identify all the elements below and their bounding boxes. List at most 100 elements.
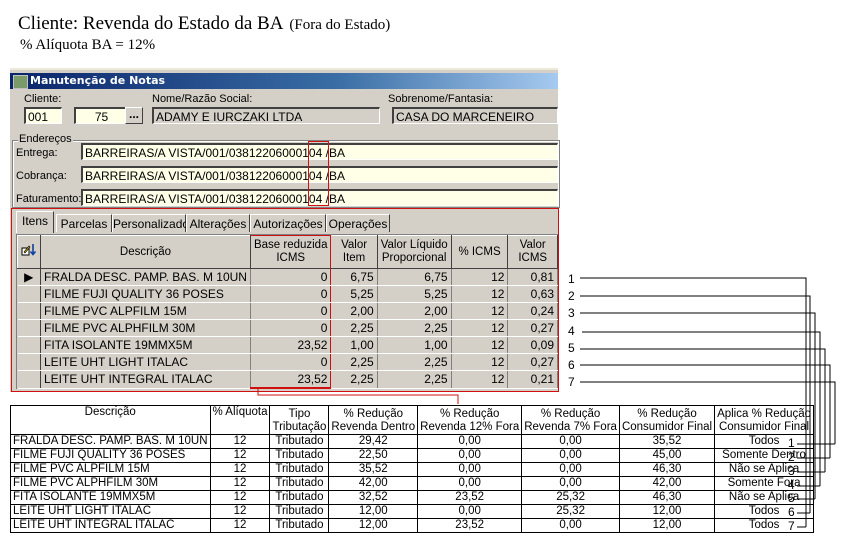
cell-liquido[interactable]: 2,25 (377, 370, 452, 389)
cell-base[interactable]: 0 (249, 285, 332, 303)
cell-vicms[interactable]: 0,09 (507, 336, 558, 354)
cliente-lookup-button[interactable]: ... (125, 107, 143, 124)
lower-row: LEITE UHT INTEGRAL ITALAC 12 Tributado 12,0… (10, 518, 815, 533)
cell-valor[interactable]: 5,25 (330, 285, 378, 303)
grid-row-number: 4 (568, 324, 575, 338)
cell-valor[interactable]: 6,75 (330, 268, 378, 286)
tab-strip: Itens Parcelas Personalizado Alterações … (16, 211, 556, 234)
cell-picms[interactable]: 12 (451, 302, 509, 320)
col-percent-icms[interactable]: % ICMS (450, 235, 509, 269)
tab-operacoes[interactable]: Operações (326, 214, 390, 232)
cell-liquido[interactable]: 2,25 (377, 319, 452, 337)
cobranca-label: Cobrança: (16, 170, 67, 182)
cell-picms[interactable]: 12 (451, 353, 509, 371)
cell-valor[interactable]: 2,25 (330, 353, 378, 371)
cell-liquido[interactable]: 5,25 (377, 285, 452, 303)
cell-vicms[interactable]: 0,24 (507, 302, 558, 320)
enderecos-group (12, 140, 560, 208)
grid-row-number: 1 (568, 272, 575, 286)
lower-row: LEITE UHT LIGHT ITALAC 12 Tributado 12,00 0,… (10, 504, 815, 519)
lower-row: FRALDA DESC. PAMP. BAS. M 10UN 12 Tributad… (10, 434, 815, 449)
cell-liquido[interactable]: 2,00 (377, 302, 452, 320)
grid-row[interactable]: ▶ FRALDA DESC. PAMP. BAS. M 10UN 0 6,75 … (17, 268, 558, 286)
grid-corner-button[interactable] (17, 235, 41, 269)
cell-valor[interactable]: 2,25 (330, 319, 378, 337)
lower-row: FILME PVC ALPFILM 15M 12 Tributado 35,52 0,0… (10, 462, 815, 477)
cell-vicms[interactable]: 0,27 (507, 353, 558, 371)
lower-row-number: 7 (788, 519, 795, 533)
grid-row-number: 2 (568, 289, 575, 303)
cell-valor[interactable]: 1,00 (330, 336, 378, 354)
cell-picms[interactable]: 12 (451, 285, 509, 303)
cell-picms[interactable]: 12 (451, 268, 509, 286)
cell-vicms[interactable]: 0,63 (507, 285, 558, 303)
col-base-reduzida[interactable]: Base reduzida ICMS (249, 235, 332, 269)
cell-base[interactable]: 0 (249, 353, 332, 371)
window-titlebar[interactable]: Manutenção de Notas (10, 73, 558, 89)
col-valor-icms[interactable]: Valor ICMS (507, 235, 558, 269)
grid-row-number: 6 (568, 358, 575, 372)
itens-highlight-box (11, 208, 559, 392)
lower-row: FILME PVC ALPHFILM 30M 12 Tributado 42,00 0,… (10, 476, 815, 491)
cell-base[interactable]: 0 (249, 268, 332, 286)
grid-row[interactable]: FITA ISOLANTE 19MMX5M 23,52 1,00 1,00 12… (17, 336, 558, 354)
lower-row: FILME FUJI QUALITY 36 POSES 12 Tributado 22… (10, 448, 815, 463)
lower-col-reducao-dentro: % Redução Revenda Dentro (328, 405, 419, 435)
lower-header-row: Descrição % Alíquota Tipo Tributação % Re… (10, 405, 815, 435)
lower-row: FITA ISOLANTE 19MMX5M 12 Tributado 32,52 23,… (10, 490, 815, 505)
cobranca-input[interactable]: BARREIRAS/A VISTA/001/03812206000104 /BA (81, 166, 558, 183)
enderecos-label: Endereços (18, 133, 73, 145)
tab-parcelas[interactable]: Parcelas (56, 214, 112, 232)
grid-row[interactable]: FILME PVC ALPFILM 15M 0 2,00 2,00 12 0,2… (17, 302, 558, 320)
cell-descricao[interactable]: LEITE UHT INTEGRAL ITALAC (40, 370, 251, 389)
cell-vicms[interactable]: 0,21 (507, 370, 558, 389)
cell-descricao[interactable]: FRALDA DESC. PAMP. BAS. M 10UN (40, 268, 251, 286)
reduction-reference-table: Descrição % Alíquota Tipo Tributação % Re… (10, 405, 815, 533)
lower-col-aplica-reducao: Aplica % Redução Consumidor Final (714, 405, 815, 435)
entrega-input[interactable]: BARREIRAS/A VISTA/001/03812206000104 /BA (81, 143, 558, 160)
cell-liquido[interactable]: 6,75 (377, 268, 452, 286)
grid-row[interactable]: LEITE UHT LIGHT ITALAC 0 2,25 2,25 12 0,… (17, 353, 558, 371)
grid-row-number: 7 (568, 375, 575, 389)
cell-descricao[interactable]: FILME PVC ALPHFILM 30M (40, 319, 251, 337)
nome-field[interactable]: ADAMY E IURCZAKI LTDA (152, 107, 380, 124)
cell-descricao[interactable]: LEITE UHT LIGHT ITALAC (40, 353, 251, 371)
edit-sort-icon (21, 244, 37, 256)
fantasia-field[interactable]: CASA DO MARCENEIRO (392, 107, 558, 124)
tab-itens[interactable]: Itens (16, 211, 54, 233)
cell-picms[interactable]: 12 (451, 336, 509, 354)
grid-row[interactable]: LEITE UHT INTEGRAL ITALAC 23,52 2,25 2,2… (17, 370, 558, 389)
tab-autorizacoes[interactable]: Autorizações (250, 214, 326, 232)
lower-col-reducao-12-fora: % Redução Revenda 12% Fora (417, 405, 523, 435)
cell-vicms[interactable]: 0,27 (507, 319, 558, 337)
col-valor-liquido[interactable]: Valor Líquido Proporcional (376, 235, 452, 269)
fantasia-label: Sobrenome/Fantasia: (388, 93, 494, 105)
faturamento-label: Faturamento: (16, 193, 82, 205)
nome-label: Nome/Razão Social: (152, 93, 253, 105)
cell-base[interactable]: 0 (249, 302, 332, 320)
cell-vicms[interactable]: 0,81 (507, 268, 558, 286)
cell-base[interactable]: 0 (249, 319, 332, 337)
col-valor-item[interactable]: Valor Item (330, 235, 378, 269)
cell-picms[interactable]: 12 (451, 370, 509, 389)
cell-valor[interactable]: 2,25 (330, 370, 378, 389)
cell-descricao[interactable]: FILME FUJI QUALITY 36 POSES (40, 285, 251, 303)
cell-descricao[interactable]: FITA ISOLANTE 19MMX5M (40, 336, 251, 354)
cell-base[interactable]: 23,52 (249, 370, 332, 389)
cell-picms[interactable]: 12 (451, 319, 509, 337)
lower-col-reducao-7-fora: % Redução Revenda 7% Fora (521, 405, 620, 435)
cell-base[interactable]: 23,52 (249, 336, 332, 354)
grid-row[interactable]: FILME FUJI QUALITY 36 POSES 0 5,25 5,25 … (17, 285, 558, 303)
cell-descricao[interactable]: FILME PVC ALPFILM 15M (40, 302, 251, 320)
tab-personalizado[interactable]: Personalizado (112, 214, 189, 232)
cell-liquido[interactable]: 2,25 (377, 353, 452, 371)
cliente-code-input[interactable]: 001 (24, 107, 62, 124)
col-descricao[interactable]: Descrição (40, 235, 251, 269)
cell-valor[interactable]: 2,00 (330, 302, 378, 320)
tab-alteracoes[interactable]: Alterações (186, 214, 250, 232)
lower-row-number: 2 (788, 450, 795, 464)
grid-row[interactable]: FILME PVC ALPHFILM 30M 0 2,25 2,25 12 0,… (17, 319, 558, 337)
cell-liquido[interactable]: 1,00 (377, 336, 452, 354)
heading-subtitle: (Fora do Estado) (289, 17, 391, 33)
lower-row-number: 3 (788, 464, 795, 478)
